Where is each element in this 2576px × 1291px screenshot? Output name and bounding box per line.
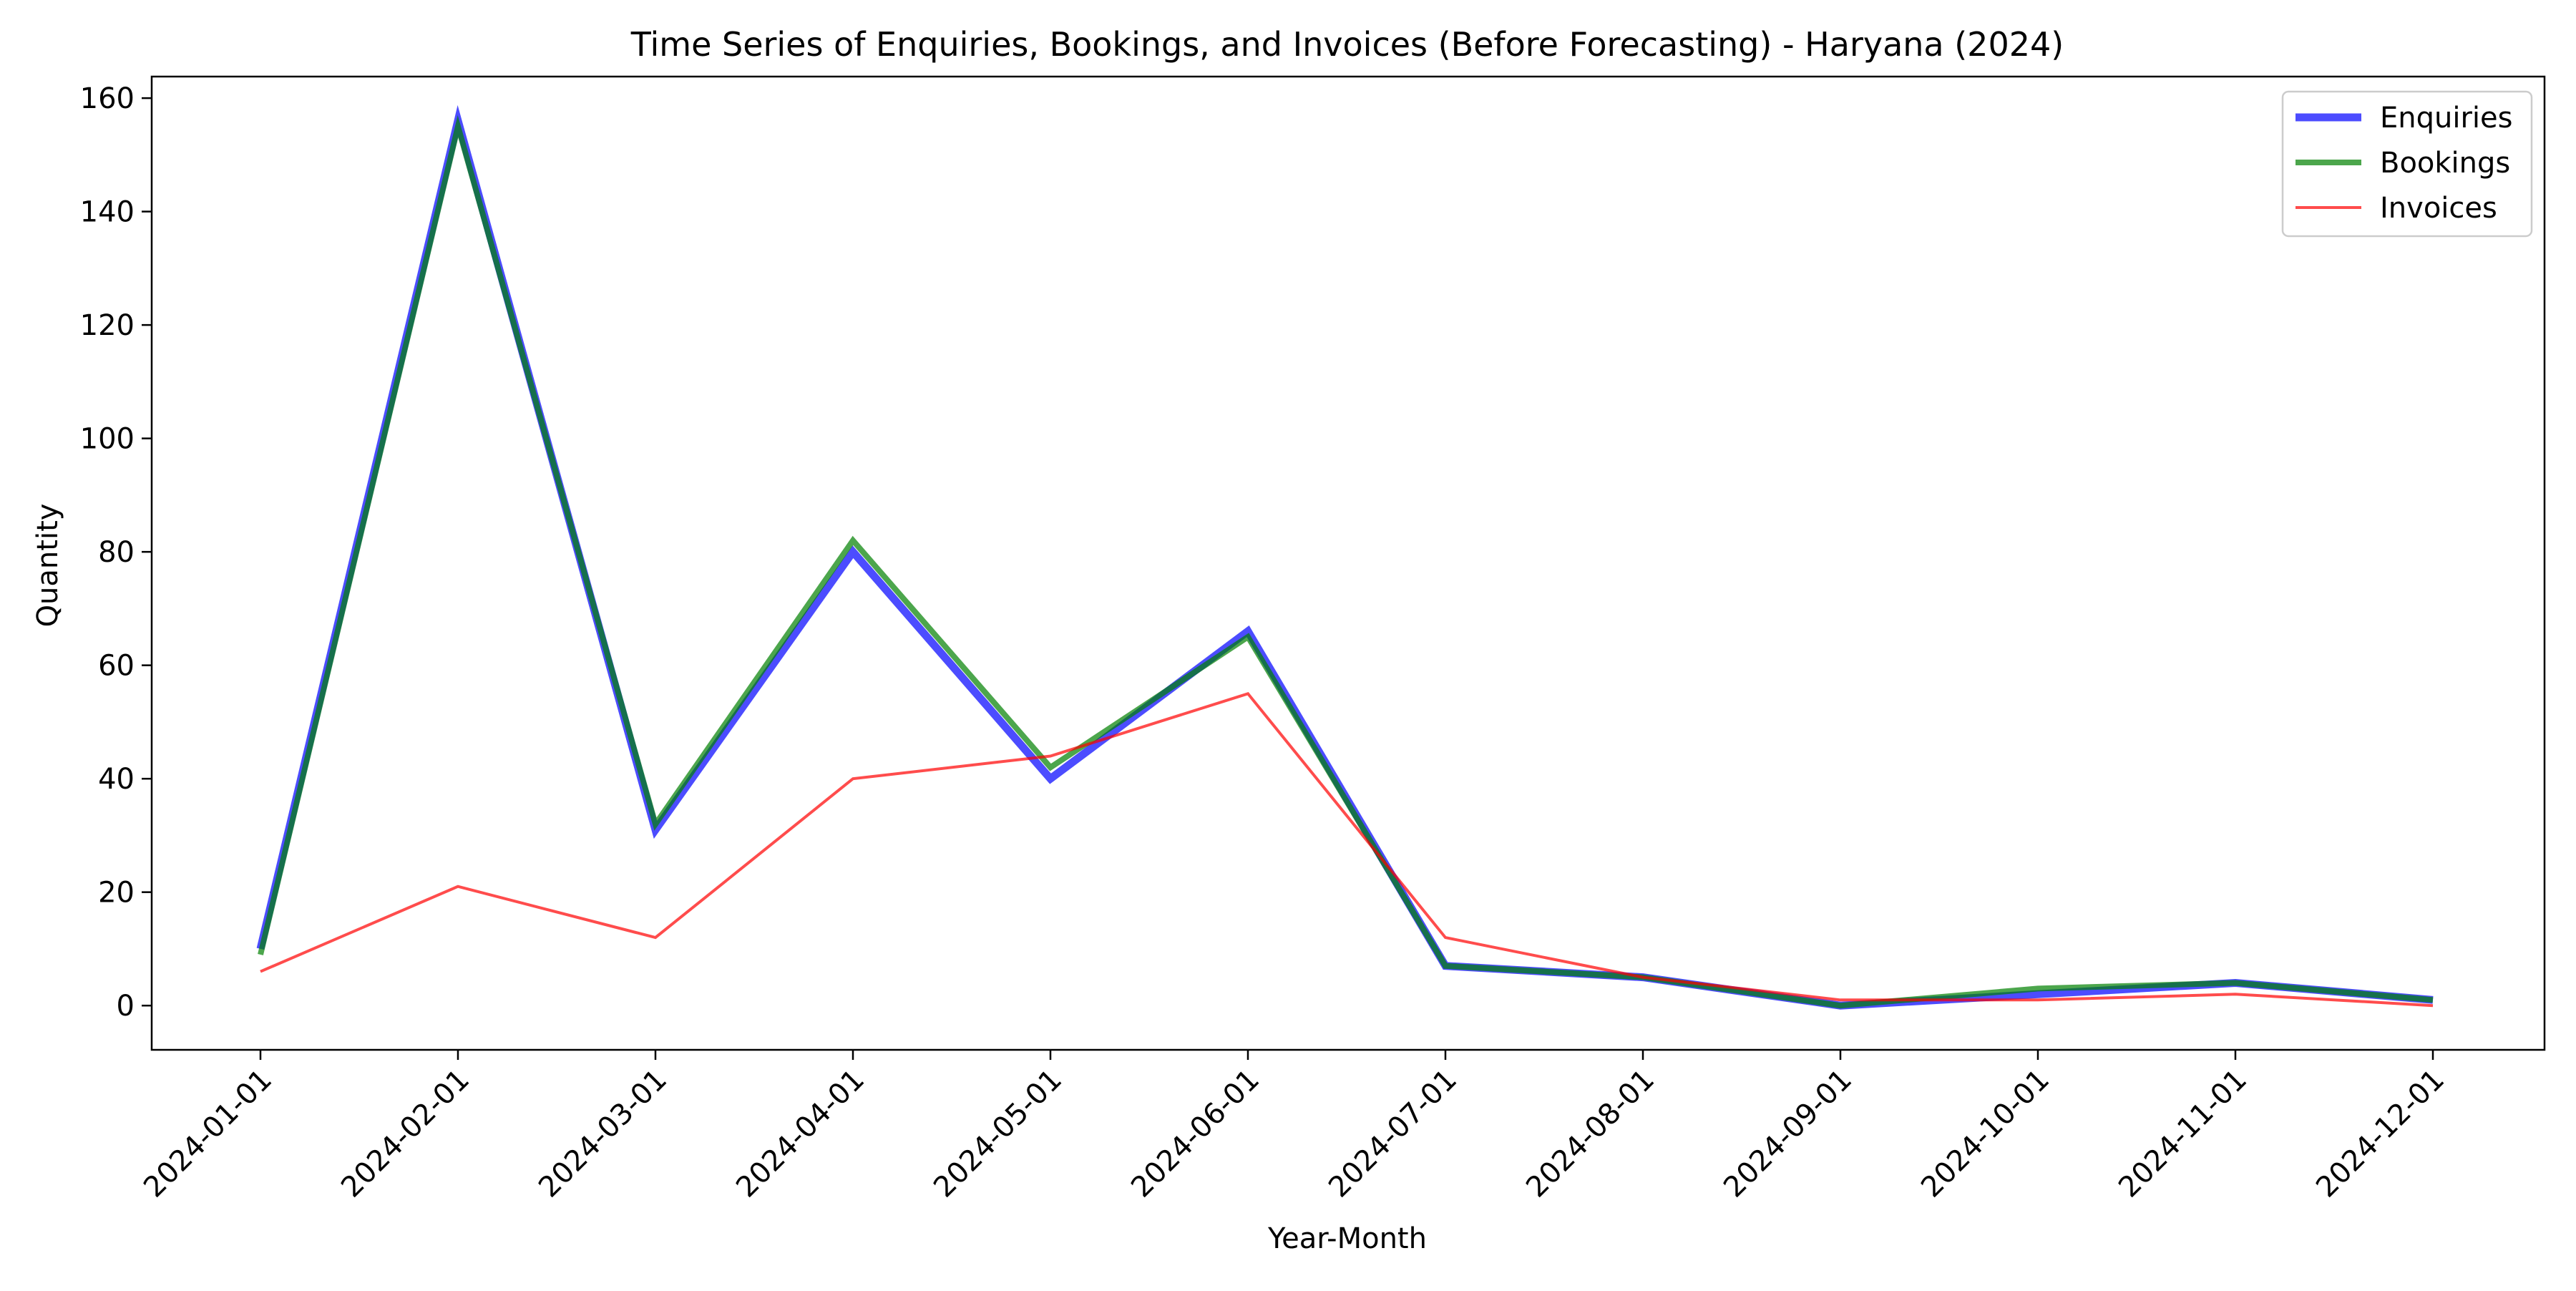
y-tick-label: 140 [80,196,135,229]
y-tick-label: 100 [80,423,135,456]
chart-title: Time Series of Enquiries, Bookings, and … [630,25,2064,64]
y-tick-label: 0 [117,990,135,1023]
y-tick-label: 20 [98,877,135,910]
legend-label-bookings: Bookings [2380,147,2510,180]
series-lines [256,104,2434,1010]
y-tick-label: 160 [80,82,135,115]
legend-label-enquiries: Enquiries [2380,102,2513,135]
y-tick-label: 60 [98,650,135,683]
y-tick-label: 80 [98,536,135,569]
y-tick-label: 40 [98,763,135,796]
legend: Enquiries Bookings Invoices [2281,90,2533,238]
legend-box [2281,90,2533,238]
series-line-invoices [260,691,2434,1008]
plot-frame [150,75,2546,1051]
legend-label-invoices: Invoices [2380,192,2497,225]
x-axis-label: Year-Month [1267,1222,1427,1255]
series-line-bookings [258,115,2434,1009]
y-tick-label: 120 [80,309,135,342]
y-axis-label: Quantity [31,504,64,628]
